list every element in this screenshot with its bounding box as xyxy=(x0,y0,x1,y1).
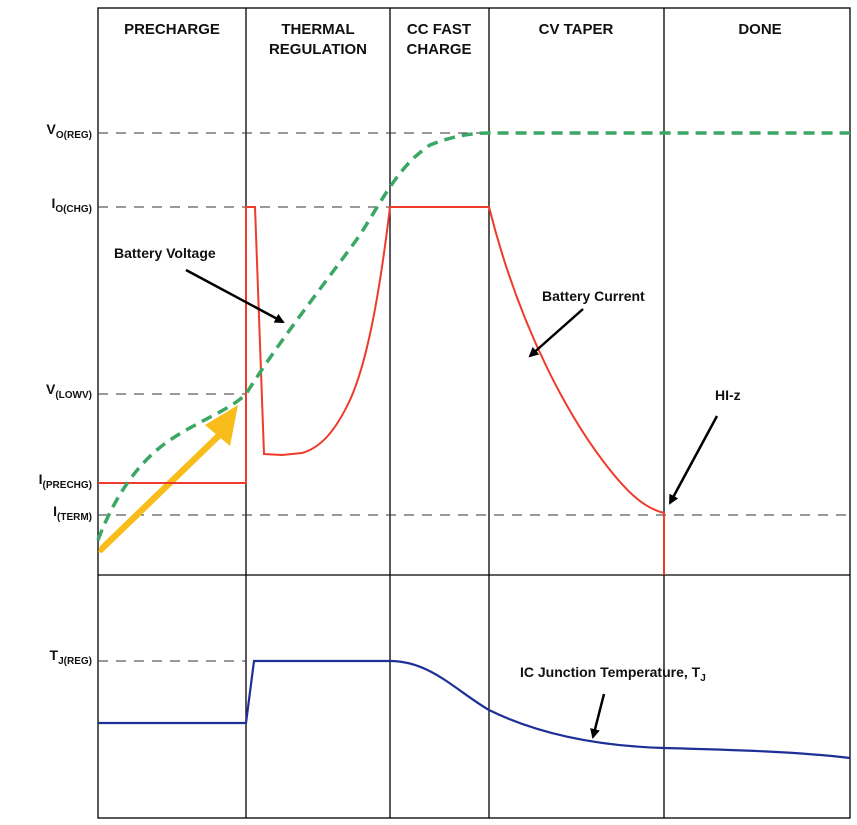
hi-z-label: HI-z xyxy=(715,387,741,403)
precharge-ramp-arrow xyxy=(98,405,238,553)
battery-voltage-curve xyxy=(96,131,850,541)
phase-precharge: PRECHARGE xyxy=(124,21,220,38)
battery-current-pointer xyxy=(528,308,584,358)
ramp-arrow-shaft xyxy=(98,432,222,553)
ramp-arrow-head xyxy=(205,405,238,446)
outer-border xyxy=(97,7,851,819)
battery-current-curve xyxy=(98,206,665,575)
label-v-lowv: V(LOWV) xyxy=(46,381,92,401)
phase-cv-taper: CV TAPER xyxy=(539,21,614,38)
y-labels: VO(REG) IO(CHG) V(LOWV) I(PRECHG) I(TERM… xyxy=(39,121,92,667)
label-i-prechg: I(PRECHG) xyxy=(39,471,92,491)
junction-temperature-pointer xyxy=(590,693,606,739)
phase-headers: PRECHARGE THERMAL REGULATION CC FAST CHARG… xyxy=(124,21,782,58)
reference-lines xyxy=(98,132,850,662)
diagram-frame xyxy=(97,7,851,819)
junction-temperature-curve xyxy=(98,659,851,760)
battery-voltage-pointer xyxy=(185,268,285,324)
label-vo-reg: VO(REG) xyxy=(47,121,92,141)
annotations: Battery Voltage Battery Current HI-z IC … xyxy=(114,245,741,739)
phase-done: DONE xyxy=(738,21,781,38)
hi-z-pointer xyxy=(668,415,719,505)
junction-temperature-label: IC Junction Temperature, TJ xyxy=(520,664,706,684)
battery-current-label: Battery Current xyxy=(542,288,645,304)
battery-voltage-label: Battery Voltage xyxy=(114,245,216,261)
label-io-chg: IO(CHG) xyxy=(51,195,92,215)
phase-cc-fast-charge: CC FAST CHARGE xyxy=(406,21,471,58)
label-i-term: I(TERM) xyxy=(53,503,92,523)
phase-thermal-regulation: THERMAL REGULATION xyxy=(269,21,367,58)
label-tj-reg: TJ(REG) xyxy=(50,647,92,667)
